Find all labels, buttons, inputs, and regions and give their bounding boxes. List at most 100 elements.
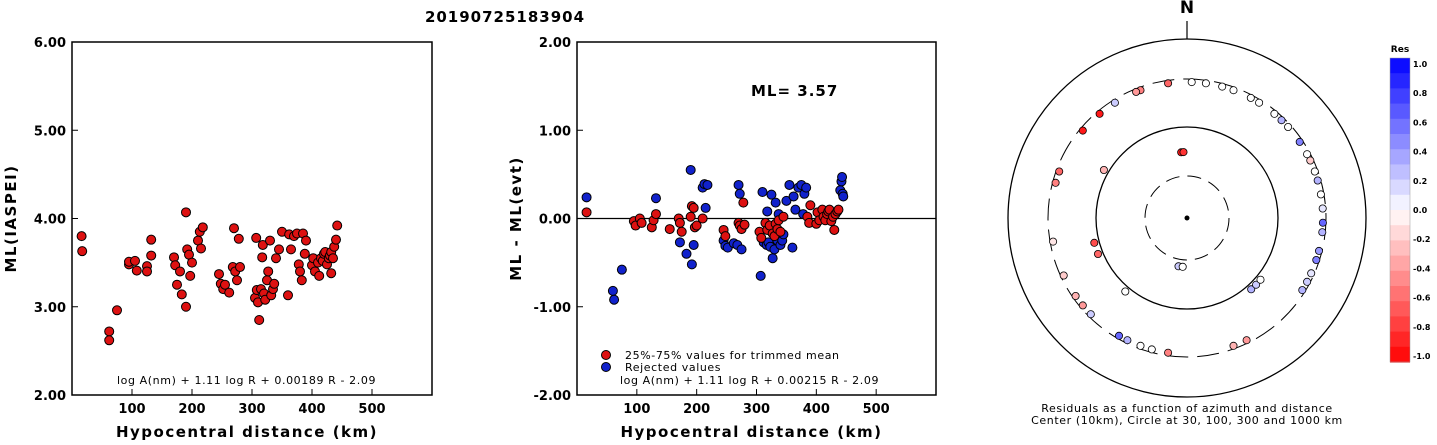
trimmed-point [738, 197, 749, 208]
data-point [197, 222, 208, 233]
rejected-point [674, 237, 685, 248]
data-point [181, 207, 191, 218]
left-ytick-label: 6.00 [34, 36, 66, 51]
data-point [214, 269, 224, 280]
station-residual-point [1312, 255, 1321, 264]
rejected-point [609, 294, 620, 305]
station-residual-point [1110, 98, 1119, 107]
colorbar-title: Res [1391, 45, 1409, 55]
trimmed-point [697, 213, 708, 224]
mid-ytick-label: 2.00 [539, 36, 571, 51]
data-point [232, 275, 242, 286]
station-residual-point [1303, 277, 1312, 286]
data-point [185, 270, 196, 281]
legend-label-rejected: Rejected values [625, 361, 721, 374]
colorbar-swatch [1390, 88, 1410, 105]
station-residual-point [1078, 301, 1087, 310]
ring-30km [1144, 175, 1230, 261]
data-point [263, 266, 274, 277]
trimmed-point [775, 226, 786, 237]
data-point [224, 287, 235, 298]
epicenter-dot [1184, 215, 1190, 221]
polar-caption: Residuals as a function of azimuth and d… [1041, 402, 1332, 415]
rejected-point [616, 264, 627, 275]
rejected-point [700, 202, 711, 213]
station-residual-point [1051, 178, 1060, 187]
station-residual-point [1090, 238, 1099, 247]
colorbar-swatch [1390, 103, 1410, 120]
data-point [296, 275, 307, 286]
station-residual-point [1229, 86, 1238, 95]
colorbar-label: 0.6 [1413, 118, 1428, 127]
trimmed-point [664, 224, 675, 235]
colorbar-swatch [1390, 286, 1410, 302]
left-plot-frame [71, 41, 433, 396]
ring-100km [1095, 126, 1279, 310]
trimmed-point [685, 211, 696, 222]
left-ytick-label: 4.00 [34, 213, 66, 228]
station-residual-point [1303, 150, 1312, 159]
colorbar-swatch [1390, 149, 1410, 165]
colorbar-label: 0.8 [1413, 89, 1428, 98]
colorbar-swatch [1390, 118, 1410, 135]
station-residual-point [1218, 82, 1227, 91]
data-point [76, 231, 87, 242]
station-residual-point [1315, 246, 1324, 255]
station-residual-point [1252, 280, 1261, 289]
station-residual-point [1049, 237, 1058, 246]
data-point [328, 253, 338, 264]
station-residual-point [1099, 165, 1108, 174]
data-point [146, 234, 157, 245]
trimmed-point [650, 209, 661, 220]
colorbar-swatch [1390, 346, 1410, 363]
mid-x-axis-label: Hypocentral distance (km) [620, 423, 882, 441]
left-xtick-label: 400 [298, 402, 325, 417]
station-residual-point [1313, 176, 1322, 185]
polar-subcaption: Center (10km), Circle at 30, 100, 300 an… [1031, 414, 1343, 427]
station-residual-point [1094, 249, 1103, 258]
station-residual-point [1078, 126, 1087, 135]
data-point [286, 244, 296, 255]
data-point [295, 266, 305, 277]
colorbar-label: 1.0 [1413, 60, 1428, 69]
rejected-point [838, 191, 849, 202]
colorbar-label: 0.2 [1413, 177, 1427, 186]
data-point [301, 235, 311, 246]
colorbar-swatch [1390, 240, 1410, 257]
rejected-point [790, 204, 801, 215]
mid-ytick-label: 1.00 [539, 124, 571, 139]
colorbar-swatch [1390, 225, 1410, 241]
station-residual-point [1123, 336, 1132, 345]
rejected-point [801, 182, 812, 193]
left-ytick-label: 2.00 [34, 389, 66, 404]
station-residual-point [1270, 109, 1279, 118]
station-residual-point [1179, 148, 1188, 157]
rejected-point [757, 187, 768, 198]
station-residual-point [1121, 287, 1130, 296]
data-point [326, 268, 337, 279]
station-residual-point [1147, 345, 1156, 354]
data-point [77, 246, 88, 257]
rejected-point [685, 164, 696, 175]
trimmed-point [636, 217, 647, 228]
rejected-point [702, 179, 713, 190]
rejected-point [788, 191, 799, 202]
rejected-point [736, 244, 747, 255]
legend-label-trimmed: 25%-75% values for trimmed mean [625, 349, 840, 362]
colorbar-swatch [1390, 301, 1410, 317]
station-residual-point [1318, 218, 1327, 227]
data-point [176, 289, 187, 300]
polar-panel: N Residuals as a function of azimuth and … [1007, 0, 1431, 427]
rejected-point [581, 192, 592, 203]
data-point [283, 290, 293, 301]
data-point [175, 266, 185, 277]
rejected-point [767, 253, 778, 264]
colorbar-label: 0.0 [1413, 206, 1428, 215]
rejected-point [686, 259, 697, 270]
colorbar-swatch [1390, 270, 1410, 287]
trimmed-point [739, 219, 750, 230]
data-point [332, 220, 343, 231]
rejected-point [770, 197, 781, 208]
data-point [104, 326, 115, 337]
colorbar-swatch [1390, 164, 1410, 181]
